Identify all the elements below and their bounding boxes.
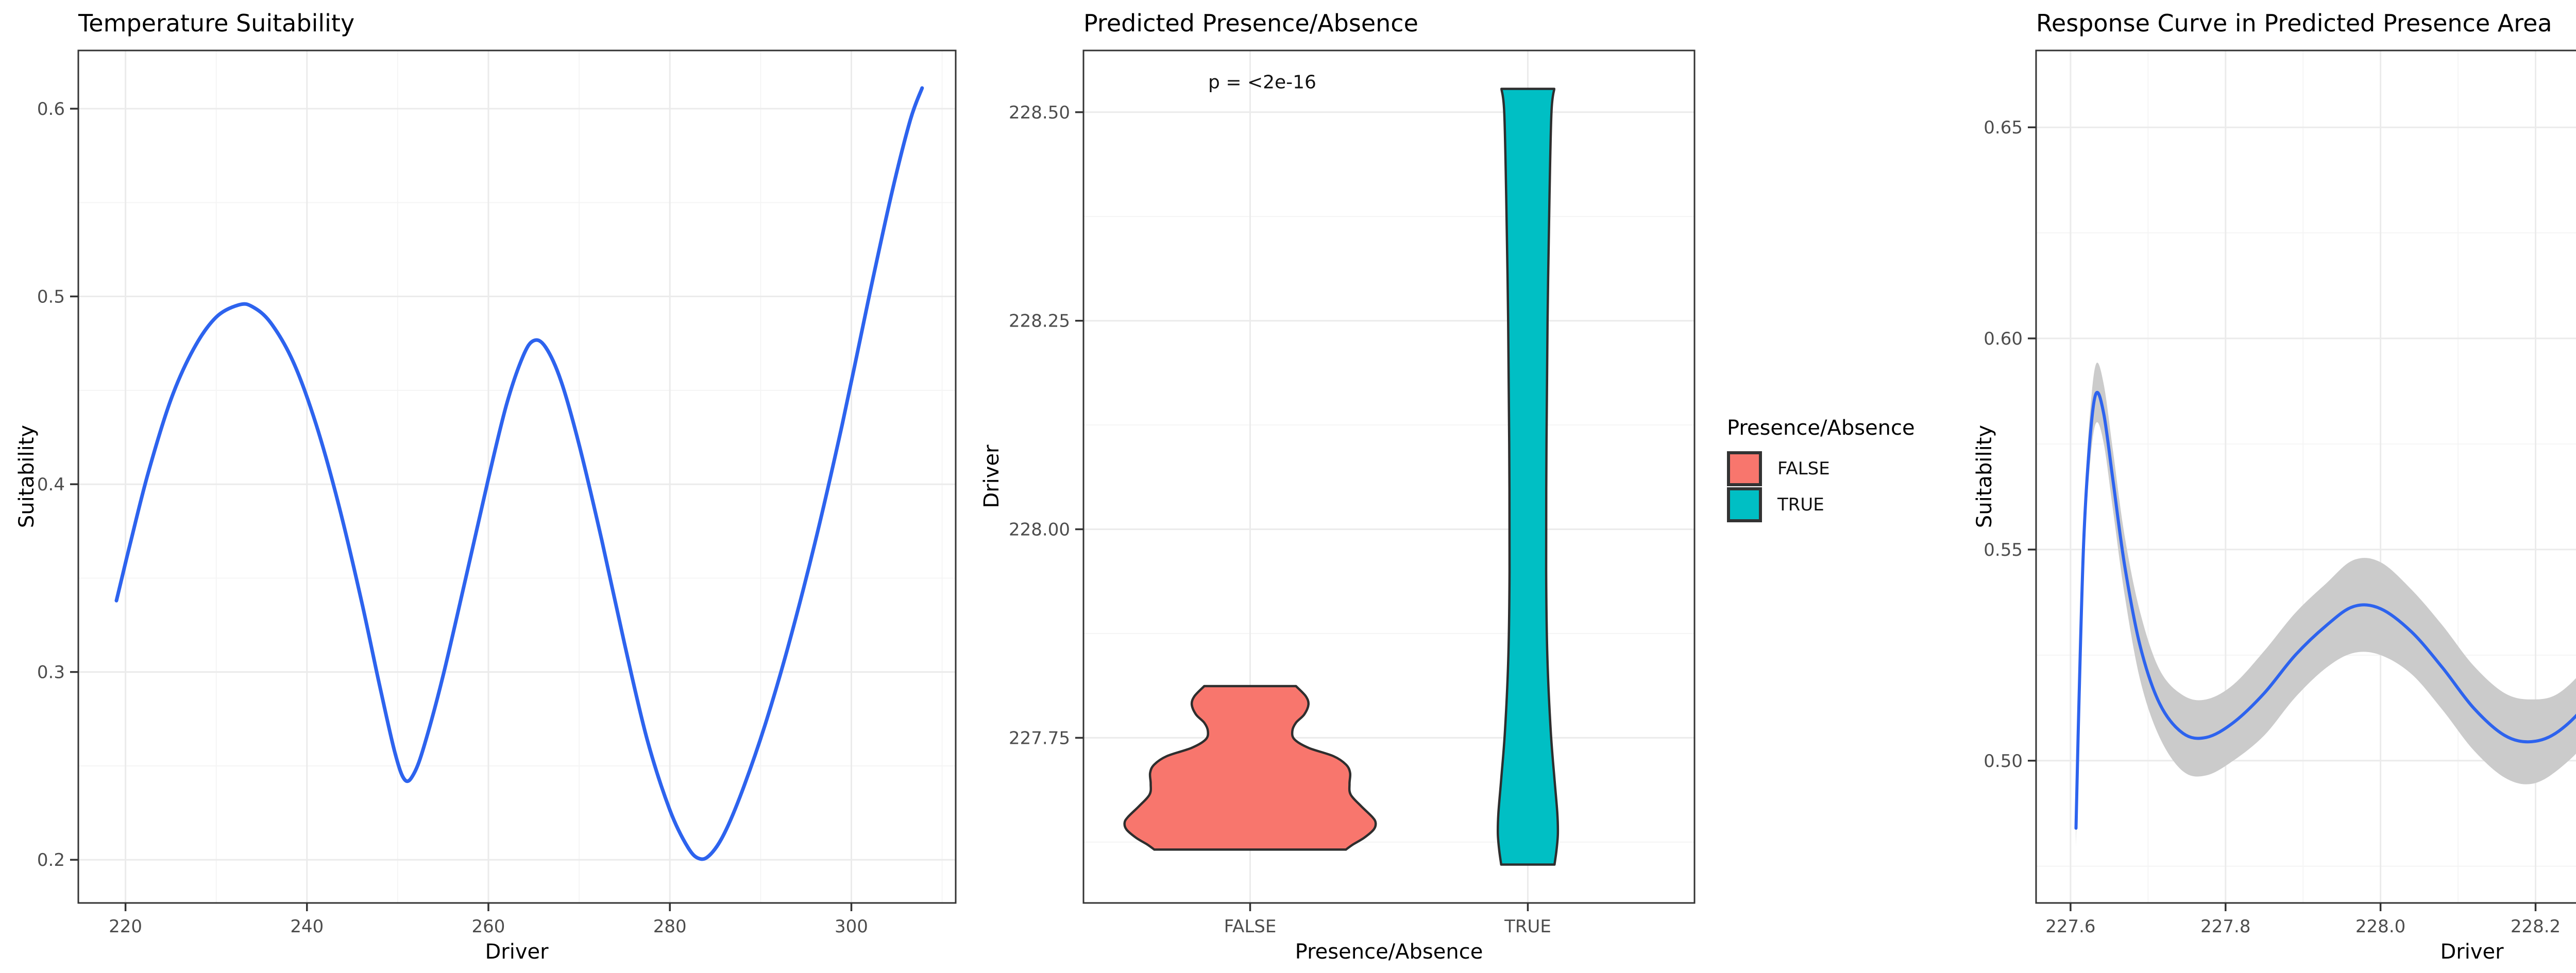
svg-text:0.3: 0.3 [37,662,65,683]
panel-3-data [2074,363,2576,847]
svg-text:0.6: 0.6 [37,99,65,120]
panel-2-title: Predicted Presence/Absence [1083,9,1418,37]
svg-text:228.50: 228.50 [1009,103,1070,123]
legend-title: Presence/Absence [1727,416,1915,440]
response-line [114,86,924,861]
svg-text:0.60: 0.60 [1984,329,2023,349]
svg-text:TRUE: TRUE [1504,916,1551,937]
panel-3-x-axis-title: Driver [2440,940,2504,964]
response-line [2074,390,2576,830]
violin-true [1496,88,1560,866]
panel-3-gridlines [2036,50,2576,903]
svg-text:0.50: 0.50 [1984,751,2023,772]
legend-item-label: FALSE [1777,458,1830,479]
panel-3-background [2036,50,2576,903]
panel-2-y-axis-title: Driver [980,445,1004,508]
panel-2-border [1082,49,1696,904]
panel-3-border [2035,49,2576,904]
legend-item-true: TRUE [1727,487,1915,522]
panel-3-axes: 0.500.550.600.65227.6227.8228.0228.2228.… [1984,117,2561,937]
panel-1-data [114,86,924,861]
svg-text:228.2: 228.2 [2511,916,2561,937]
legend-item-false: FALSE [1727,451,1915,486]
svg-text:260: 260 [472,916,505,937]
svg-text:227.6: 227.6 [2045,916,2095,937]
panel-1-x-axis-title: Driver [485,940,549,964]
panel-1-background [78,50,956,903]
svg-text:0.55: 0.55 [1984,540,2023,560]
svg-text:220: 220 [109,916,142,937]
svg-text:0.65: 0.65 [1984,117,2023,138]
svg-text:240: 240 [290,916,324,937]
svg-text:280: 280 [653,916,687,937]
panel-1-border [77,49,957,904]
panel-3-title: Response Curve in Predicted Presence Are… [2036,9,2552,37]
panel-1-title: Temperature Suitability [78,9,355,37]
panel-1-y-axis-title: Suitability [15,424,39,528]
false-swatch-icon [1727,451,1762,486]
panel-2-x-axis-title: Presence/Absence [1295,940,1483,964]
legend: Presence/Absence FALSE TRUE [1727,416,1915,523]
p-value-annotation: p = <2e-16 [1208,72,1316,93]
svg-text:FALSE: FALSE [1224,916,1277,937]
svg-text:0.5: 0.5 [37,287,65,308]
svg-text:228.00: 228.00 [1009,520,1070,540]
svg-text:227.8: 227.8 [2200,916,2250,937]
panel-2-axes: 227.75 228.00 228.25 228.50 FALSE TRUE [1009,103,1551,937]
svg-text:0.4: 0.4 [37,474,65,495]
svg-text:0.2: 0.2 [37,850,65,870]
panel-3-y-axis-title: Suitability [1973,424,1996,528]
svg-text:228.0: 228.0 [2355,916,2405,937]
true-swatch-icon [1727,487,1762,522]
svg-text:300: 300 [835,916,868,937]
confidence-ribbon [2076,363,2576,847]
legend-item-label: TRUE [1777,494,1824,515]
violin-false [1123,685,1377,851]
panel-2-data [1123,88,1560,866]
svg-text:228.25: 228.25 [1009,311,1070,332]
svg-text:227.75: 227.75 [1009,728,1070,748]
panel-1-axes: 0.2 0.3 0.4 0.5 0.6 220 240 260 280 300 [37,99,868,937]
